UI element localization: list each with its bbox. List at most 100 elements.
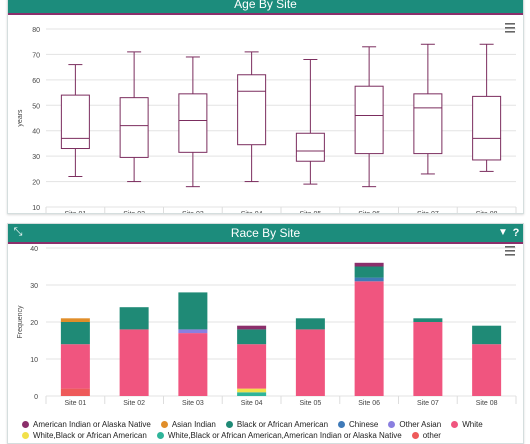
age-box[interactable] [413,93,443,155]
legend-label: White [462,420,483,429]
race-bar-segment[interactable] [237,392,267,396]
race-bar-segment[interactable] [119,307,149,330]
race-bar-segment[interactable] [354,281,384,396]
legend-label: other [422,431,441,440]
race-bar-segment[interactable] [60,322,90,345]
age-box[interactable] [295,132,325,162]
race-x-tick-label: Site 08 [476,400,498,407]
legend-swatch [22,432,29,439]
race-bar-segment[interactable] [60,388,90,396]
age-box[interactable] [119,97,149,158]
age-x-tick-label: Site 06 [358,211,380,213]
race-x-tick-label: Site 05 [299,400,321,407]
age-x-tick-label: Site 04 [241,211,263,213]
age-y-tick-label: 20 [32,180,40,187]
race-y-tick-label: 0 [34,394,38,401]
age-by-site-panel: Age By Site 10 20 30 40 50 60 70 80 years Site 01… [7,0,524,218]
legend-swatch [225,421,233,428]
race-bar-segment[interactable] [119,329,149,396]
race-legend-item[interactable]: White,Black or African American,American… [156,430,402,441]
race-bar-segment[interactable] [178,329,208,334]
race-x-tick-label: Site 01 [64,400,86,407]
race-bar-segment[interactable] [178,292,208,330]
race-x-tick-label: Site 03 [182,400,204,407]
race-bar-segment[interactable] [178,333,208,396]
race-chart-titlebar: ⤡ Race By Site ▼ ? [8,224,523,244]
race-legend-item[interactable]: White,Black or African American [22,430,147,441]
age-x-tick-label: Site 03 [182,211,204,213]
legend-swatch [411,432,419,439]
age-box[interactable] [354,85,384,155]
race-bar-segment[interactable] [295,318,325,330]
age-box[interactable] [60,94,90,150]
race-y-axis-label: Frequency [17,305,24,339]
race-x-tick-label: Site 04 [241,400,263,407]
race-bar-segment[interactable] [237,344,267,389]
race-y-tick-label: 30 [30,283,38,290]
legend-swatch [22,421,29,428]
race-bar-segment[interactable] [237,329,267,345]
filter-icon[interactable]: ▼ [498,227,508,238]
legend-swatch [338,421,346,428]
age-x-tick-label: Site 08 [476,211,498,213]
legend-label: Black or African American [236,420,329,429]
legend-label: American Indian or Alaska Native [33,420,151,429]
age-box[interactable] [472,95,502,161]
race-bar-segment[interactable] [354,266,384,278]
race-x-tick-label: Site 06 [358,400,380,407]
race-legend-item[interactable]: Other Asian [388,419,441,430]
race-bar-segment[interactable] [354,277,384,282]
race-legend-item[interactable]: other [411,430,441,441]
legend-swatch [160,421,168,428]
age-chart-title: Age By Site [234,0,297,11]
legend-swatch [451,421,459,428]
race-legend-item[interactable]: Asian Indian [160,419,216,430]
race-chart-title: Race By Site [230,226,301,240]
race-bar-segment[interactable] [472,325,502,345]
hamburger-menu-icon[interactable] [505,246,515,256]
race-by-site-panel: ⤡ Race By Site ▼ ? 0 10 20 30 40 Frequency Sit… [7,223,524,444]
race-bar-segment[interactable] [237,325,267,330]
legend-swatch [156,432,164,439]
legend-label: Chinese [349,420,379,429]
race-bar-segment[interactable] [472,344,502,396]
age-box[interactable] [237,74,267,146]
race-legend-item[interactable]: White [451,419,483,430]
legend-swatch [388,421,396,428]
hamburger-menu-icon[interactable] [505,23,515,33]
age-box[interactable] [178,93,208,153]
race-y-tick-label: 10 [30,357,38,364]
race-x-tick-label: Site 07 [417,400,439,407]
race-y-tick-label: 40 [30,246,38,253]
race-legend-item[interactable]: Black or African American [225,419,329,430]
age-x-tick-label: Site 02 [123,211,145,213]
age-chart-titlebar: Age By Site [8,0,523,15]
age-y-tick-label: 50 [32,103,40,110]
legend-label: White,Black or African American [33,431,147,440]
race-bar-segment[interactable] [354,262,384,267]
age-x-tick-label: Site 01 [64,211,86,213]
race-chart-legend: American Indian or Alaska Native Asian In… [22,419,522,441]
age-y-tick-label: 40 [32,129,40,136]
help-icon[interactable]: ? [512,227,520,239]
age-x-tick-label: Site 05 [299,211,321,213]
age-y-tick-label: 70 [32,52,40,59]
legend-label: White,Black or African American,American… [167,431,402,440]
race-bar-segment[interactable] [413,318,443,322]
expand-icon[interactable]: ⤡ [13,226,23,238]
race-by-site-chart: 0 10 20 30 40 Frequency Site 01 Site 02 Site 03 S… [17,246,517,407]
race-bar-segment[interactable] [295,329,325,396]
race-bar-segment[interactable] [60,344,90,389]
legend-label: Other Asian [399,420,442,429]
race-legend-item[interactable]: American Indian or Alaska Native [22,419,151,430]
race-bar-segment[interactable] [237,388,267,393]
age-y-tick-label: 10 [32,205,40,212]
race-bar-segment[interactable] [413,322,443,396]
age-by-site-chart: 10 20 30 40 50 60 70 80 years Site 01 Site 02 Site … [17,23,517,218]
age-y-axis-label: years [17,109,24,127]
race-y-tick-label: 20 [30,320,38,327]
race-bar-segment[interactable] [60,318,90,322]
age-x-tick-label: Site 07 [417,211,439,213]
race-legend-item[interactable]: Chinese [338,419,378,430]
age-y-tick-label: 30 [32,154,40,161]
